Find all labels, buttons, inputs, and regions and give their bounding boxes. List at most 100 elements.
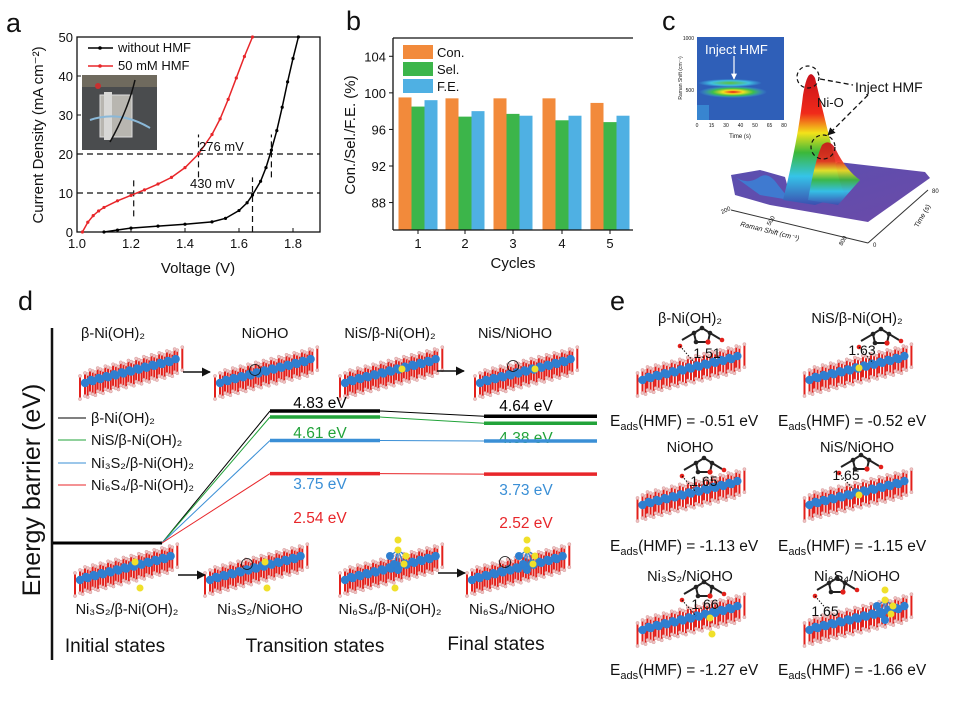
e-value: (HMF) = -1.27 eV — [638, 662, 759, 679]
panel-c: c Inject HMF 1000 500 0 15 30 40 50 65 80 Time… — [662, 6, 939, 249]
plot-frame-a — [76, 36, 321, 233]
series-line-0 — [103, 36, 300, 233]
atomic-structure — [73, 542, 180, 598]
adsorption-model: Ni₃S₂/NiOHO 1.66 Eads(HMF) = -1.27 eV — [610, 569, 759, 682]
bottom-structure-label: Ni₆S₄/β-Ni(OH)₂ — [338, 602, 441, 618]
adsorption-model: NiS/NiOHO 1.65 Eads(HMF) = -1.15 eV — [778, 440, 927, 558]
bar-fe — [471, 111, 485, 230]
bond-distance: 1.65 — [811, 603, 838, 619]
e-value: (HMF) = -1.15 eV — [806, 538, 927, 555]
fs-energy-label: 2.52 eV — [499, 515, 553, 532]
inset-xtick: 30 — [723, 123, 729, 129]
device-photo-inset — [82, 75, 157, 150]
data-point — [142, 188, 147, 192]
data-point — [218, 117, 222, 121]
panel-d: d Energy barrier (eV) β-Ni(OH)₂ NiOHO NiS/… — [18, 286, 597, 660]
x-tick-label: 4 — [558, 236, 565, 251]
stage-initial: Initial states — [65, 636, 165, 657]
inset-xtick: 15 — [709, 123, 715, 129]
fs-energy-label: 4.64 eV — [499, 398, 553, 415]
e-symbol: E — [610, 413, 620, 430]
panel-a: a 1.0 1.2 1.4 1.6 1.8 0 10 20 30 40 50 without HMF… — [6, 8, 321, 277]
legend-without-hmf: without HMF — [117, 40, 191, 55]
data-point — [86, 220, 90, 224]
e-value: (HMF) = -0.52 eV — [806, 413, 927, 430]
model-title: NiOHO — [667, 440, 714, 456]
bar-fe — [568, 115, 582, 230]
bottom-structure-label: Ni₆S₄/NiOHO — [469, 602, 555, 618]
data-point — [210, 132, 214, 137]
data-point — [264, 166, 268, 170]
inset-y-label: Raman Shift (cm⁻¹) — [678, 56, 684, 100]
panel-label-a: a — [6, 8, 22, 38]
panel-label-d: d — [18, 286, 33, 316]
active-site-circle — [249, 364, 261, 376]
ts-energy-label: 4.61 eV — [293, 425, 347, 442]
annotation-430mv: 430 mV — [190, 176, 235, 191]
top-structure-label: NiS/β-Ni(OH)₂ — [344, 326, 435, 342]
legend-sel: Sel. — [437, 62, 459, 77]
bottom-structure-label: Ni₃S₂/NiOHO — [217, 602, 303, 618]
connector-line — [161, 440, 271, 544]
data-point — [183, 166, 187, 170]
data-point — [223, 216, 228, 220]
raman-heatmap-inset: Inject HMF 1000 500 0 15 30 40 50 65 80 Time (… — [678, 36, 787, 140]
x-tick-label: 1.8 — [284, 236, 302, 251]
x-axis-label-a: Voltage (V) — [161, 260, 235, 277]
data-point — [115, 199, 120, 203]
bottom-structure-label: Ni₃S₂/β-Ni(OH)₂ — [76, 602, 179, 618]
stage-final: Final states — [447, 634, 544, 655]
bar-fe — [616, 115, 630, 230]
energy-axis-label: Energy barrier (eV) — [18, 384, 46, 597]
raman-tick: 800 — [839, 235, 850, 247]
adsorption-energy: Eads(HMF) = -1.13 eV — [610, 538, 759, 558]
connector-line — [161, 473, 271, 544]
fs-energy-label: 4.38 eV — [499, 430, 553, 447]
x-tick-label: 2 — [461, 236, 468, 251]
hydrogen-bond — [838, 472, 854, 490]
annotation-276mv: 276 mV — [199, 139, 244, 154]
bond-distance: 1.65 — [690, 473, 717, 489]
hydrogen-bond — [681, 475, 697, 493]
bond-distance: 1.51 — [693, 345, 720, 361]
data-point — [275, 129, 279, 133]
peak-circle — [810, 134, 836, 160]
x-tick-label: 1 — [414, 236, 421, 251]
model-title: Ni₆S₄/NiOHO — [814, 569, 900, 585]
e-symbol: E — [778, 662, 788, 679]
atomic-structure — [802, 575, 914, 648]
e-subscript: ads — [788, 421, 806, 433]
ts-energy-label: 4.83 eV — [293, 395, 347, 412]
adsorption-model: NiS/β-Ni(OH)₂ 1.63 Eads(HMF) = -0.52 eV — [778, 311, 927, 433]
adsorption-model: NiOHO 1.65 Eads(HMF) = -1.13 eV — [610, 440, 759, 558]
y-tick-label: 100 — [364, 86, 386, 101]
inset-ytick: 500 — [686, 88, 695, 94]
time-tick: 0 — [873, 243, 877, 249]
bar-fe — [424, 100, 438, 231]
bar-sel — [506, 113, 520, 230]
data-point — [91, 214, 95, 218]
ts-energy-label: 3.75 eV — [293, 476, 347, 493]
data-point — [259, 179, 263, 183]
e-value: (HMF) = -0.51 eV — [638, 413, 759, 430]
y-tick-label: 40 — [59, 69, 73, 84]
atomic-structure — [203, 542, 310, 598]
legend-label: β-Ni(OH)₂ — [91, 411, 155, 427]
model-title: Ni₃S₂/NiOHO — [647, 569, 733, 585]
data-point — [250, 35, 255, 39]
y-tick-label: 104 — [364, 49, 386, 64]
bond-distance: 1.66 — [691, 596, 718, 612]
hydrogen-bond — [681, 599, 697, 617]
bar-con — [493, 98, 507, 230]
connector-line — [161, 410, 271, 544]
connector-line — [379, 416, 485, 424]
data-point — [250, 193, 255, 197]
x-tick-label: 3 — [509, 236, 516, 251]
data-point — [280, 105, 284, 109]
active-site-circle — [507, 360, 519, 372]
atomic-structure — [802, 452, 914, 523]
peak-circle — [796, 65, 820, 89]
atomic-structure — [78, 345, 185, 401]
active-site-circle — [499, 556, 511, 568]
bar-fe — [519, 115, 533, 230]
